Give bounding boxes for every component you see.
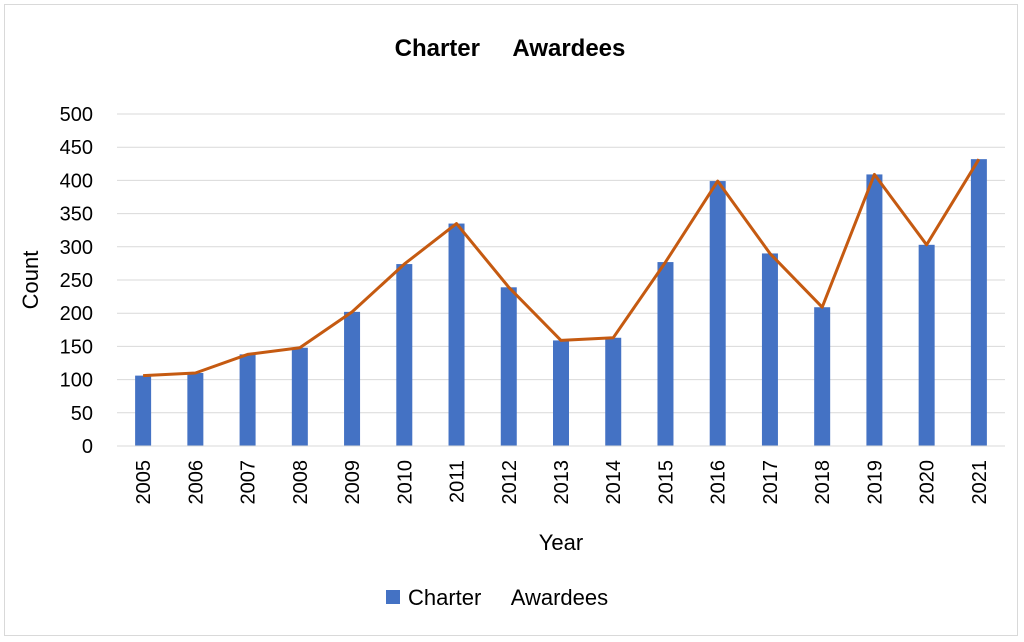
- x-tick-label: 2020: [917, 460, 939, 505]
- y-axis-ticks: 0 50 100 150 200 250 300 350 400 450 500: [60, 104, 93, 458]
- y-tick-label: 250: [60, 270, 93, 292]
- bar: [553, 340, 569, 446]
- x-tick-label: 2012: [499, 460, 521, 505]
- bar: [500, 287, 517, 446]
- x-tick-label: 2017: [760, 460, 782, 505]
- y-tick-label: 50: [71, 403, 93, 425]
- x-tick-label: 2005: [133, 460, 155, 505]
- x-tick-label: 2019: [864, 460, 886, 505]
- bar: [761, 253, 778, 446]
- bar: [970, 159, 987, 447]
- y-axis-label: Count: [18, 251, 43, 310]
- bar: [918, 244, 935, 446]
- line-series: [143, 158, 981, 378]
- y-tick-label: 450: [60, 137, 93, 159]
- legend: Charter Awardees: [386, 585, 608, 610]
- gridlines: [117, 113, 1005, 414]
- bar: [135, 375, 152, 446]
- bar: [187, 372, 204, 446]
- x-axis-ticks: 2005 2006 2007 2008 2009 2010 2011 2012 2013 2014…: [133, 460, 991, 505]
- x-tick-label: 2010: [394, 460, 416, 505]
- x-tick-label: 2006: [185, 460, 207, 505]
- y-tick-label: 400: [60, 170, 93, 192]
- bar: [291, 347, 308, 446]
- y-tick-label: 150: [60, 336, 93, 358]
- bar: [657, 262, 674, 446]
- legend-swatch: [386, 590, 400, 604]
- x-tick-label: 2015: [656, 460, 678, 505]
- x-tick-label: 2008: [290, 460, 312, 505]
- x-tick-label: 2016: [708, 460, 730, 505]
- x-tick-label: 2007: [238, 460, 260, 505]
- y-tick-label: 200: [60, 303, 93, 325]
- bar: [709, 181, 726, 446]
- series-line: [143, 158, 981, 378]
- y-tick-label: 500: [60, 104, 93, 126]
- bar-series: [135, 159, 987, 447]
- x-tick-label: 2009: [342, 460, 364, 505]
- x-tick-label: 2018: [812, 460, 834, 505]
- x-tick-label: 2013: [551, 460, 573, 505]
- y-tick-label: 0: [82, 436, 93, 458]
- bar: [344, 311, 361, 446]
- chart-title: Charter Awardees: [395, 35, 626, 62]
- bar: [866, 174, 883, 446]
- x-tick-label: 2011: [447, 460, 469, 503]
- legend-label: Charter Awardees: [408, 585, 608, 610]
- bar: [814, 307, 831, 446]
- bar: [239, 354, 256, 446]
- y-tick-label: 100: [60, 370, 93, 392]
- x-tick-label: 2021: [969, 460, 991, 505]
- x-axis-label: Year: [539, 530, 583, 555]
- bar: [448, 223, 465, 446]
- y-tick-label: 300: [60, 237, 93, 259]
- bar: [396, 264, 413, 446]
- x-tick-label: 2014: [603, 460, 625, 505]
- y-tick-label: 350: [60, 204, 93, 226]
- bar: [605, 337, 622, 446]
